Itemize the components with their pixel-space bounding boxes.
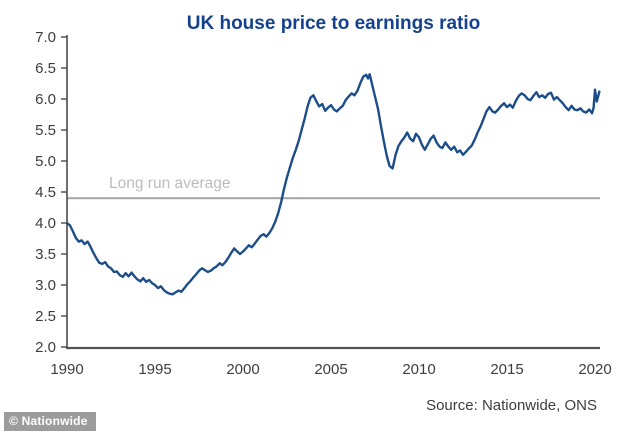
x-tick-label: 2020 bbox=[578, 361, 611, 378]
y-tick-label: 6.5 bbox=[35, 60, 56, 77]
y-tick-label: 6.0 bbox=[35, 91, 56, 108]
x-tick-label: 2005 bbox=[314, 361, 347, 378]
y-tick-label: 5.0 bbox=[35, 153, 56, 170]
x-tick-label: 2015 bbox=[490, 361, 523, 378]
x-tick-label: 1990 bbox=[50, 361, 83, 378]
y-tick-label: 5.5 bbox=[35, 122, 56, 139]
chart-title: UK house price to earnings ratio bbox=[186, 13, 481, 34]
ratio-line-series bbox=[65, 72, 601, 296]
y-tick-label: 4.0 bbox=[35, 215, 56, 232]
y-tick-label: 3.0 bbox=[35, 277, 56, 294]
nationwide-watermark: © Nationwide bbox=[4, 412, 96, 431]
x-tick-label: 1995 bbox=[138, 361, 171, 378]
y-tick-label: 2.0 bbox=[35, 339, 56, 356]
y-tick-label: 2.5 bbox=[35, 308, 56, 325]
long-run-average-label: Long run average bbox=[109, 175, 231, 192]
x-tick-label: 2000 bbox=[226, 361, 259, 378]
source-caption: Source: Nationwide, ONS bbox=[426, 397, 597, 414]
x-tick-label: 2010 bbox=[402, 361, 435, 378]
y-tick-label: 7.0 bbox=[35, 29, 56, 46]
y-tick-label: 3.5 bbox=[35, 246, 56, 263]
y-tick-label: 4.5 bbox=[35, 184, 56, 201]
